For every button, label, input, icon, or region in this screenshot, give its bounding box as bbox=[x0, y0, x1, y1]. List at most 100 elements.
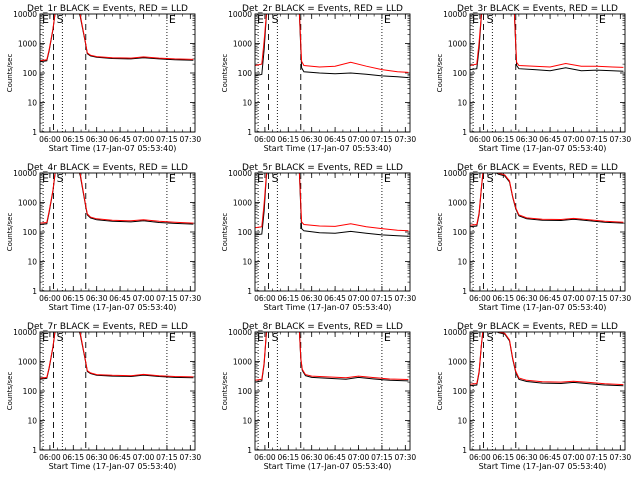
x-tick-label: 06:45 bbox=[109, 135, 131, 144]
x-tick-label: 06:30 bbox=[301, 294, 323, 303]
x-tick-label: 06:45 bbox=[324, 453, 346, 462]
y-tick-label: 1000 bbox=[18, 40, 37, 49]
x-axis-label: Start Time (17-Jan-07 05:53:40) bbox=[479, 303, 607, 312]
x-tick-label: 06:00 bbox=[254, 135, 276, 144]
x-axis-label: Start Time (17-Jan-07 05:53:40) bbox=[49, 144, 177, 153]
plot-frame bbox=[39, 13, 196, 133]
marker-label-e: E bbox=[257, 172, 264, 185]
x-tick-label: 07:00 bbox=[133, 135, 155, 144]
marker-label-e: E bbox=[257, 13, 264, 26]
y-tick-label: 100 bbox=[453, 69, 468, 78]
panel-2: Det_2r BLACK = Events, RED = LLD 1 10 100 10… bbox=[221, 4, 416, 153]
panel-1: Det_1r BLACK = Events, RED = LLD 1 10 100 10… bbox=[6, 4, 201, 153]
x-tick-label: 06:45 bbox=[539, 294, 561, 303]
panel-title: Det_9r BLACK = Events, RED = LLD bbox=[457, 322, 618, 332]
x-tick-label: 06:15 bbox=[62, 453, 84, 462]
series-group bbox=[40, 173, 194, 225]
x-axis-label: Start Time (17-Jan-07 05:53:40) bbox=[479, 462, 607, 471]
panel-8: Det_8r BLACK = Events, RED = LLD 1 10 100 10… bbox=[221, 322, 416, 471]
x-tick-label: 06:15 bbox=[277, 294, 299, 303]
series-line-lld bbox=[40, 173, 194, 224]
y-tick-label: 10 bbox=[457, 99, 467, 108]
y-tick-label: 100 bbox=[23, 69, 38, 78]
y-tick-label: 10 bbox=[242, 258, 252, 267]
y-tick-label: 1000 bbox=[448, 358, 467, 367]
x-tick-label: 06:45 bbox=[324, 294, 346, 303]
x-tick-label: 07:15 bbox=[586, 135, 608, 144]
x-tick-label: 06:30 bbox=[516, 294, 538, 303]
marker-label-e: E bbox=[257, 331, 264, 344]
marker-label-e: E bbox=[472, 331, 479, 344]
y-tick-label: 10 bbox=[27, 417, 37, 426]
x-axis-label: Start Time (17-Jan-07 05:53:40) bbox=[264, 462, 392, 471]
x-tick-label: 06:30 bbox=[301, 135, 323, 144]
marker-label-e: E bbox=[384, 331, 391, 344]
x-tick-label: 07:00 bbox=[563, 453, 585, 462]
x-tick-label: 06:45 bbox=[109, 453, 131, 462]
x-axis-label: Start Time (17-Jan-07 05:53:40) bbox=[264, 144, 392, 153]
x-tick-label: 06:15 bbox=[492, 135, 514, 144]
y-axis-label: Counts/sec bbox=[221, 213, 229, 252]
y-tick-label: 100 bbox=[453, 387, 468, 396]
y-tick-label: 1000 bbox=[18, 199, 37, 208]
y-tick-label: 1000 bbox=[233, 40, 252, 49]
series-line-lld bbox=[255, 14, 409, 73]
x-tick-label: 06:00 bbox=[39, 453, 61, 462]
series-line-lld bbox=[40, 14, 194, 62]
x-tick-label: 07:15 bbox=[156, 294, 178, 303]
y-tick-label: 1000 bbox=[18, 358, 37, 367]
x-axis-label: Start Time (17-Jan-07 05:53:40) bbox=[49, 462, 177, 471]
series-group bbox=[470, 14, 624, 72]
x-tick-label: 07:15 bbox=[156, 135, 178, 144]
marker-label-e: E bbox=[599, 172, 606, 185]
x-tick-label: 06:00 bbox=[254, 453, 276, 462]
x-tick-label: 07:30 bbox=[180, 453, 202, 462]
plot-frame bbox=[469, 13, 626, 133]
y-tick-label: 100 bbox=[23, 228, 38, 237]
x-tick-label: 07:00 bbox=[348, 294, 370, 303]
y-tick-label: 10000 bbox=[228, 169, 252, 178]
panel-title: Det_5r BLACK = Events, RED = LLD bbox=[242, 163, 403, 173]
x-tick-label: 07:30 bbox=[395, 453, 417, 462]
y-tick-label: 1000 bbox=[233, 358, 252, 367]
y-tick-label: 100 bbox=[23, 387, 38, 396]
x-tick-label: 06:15 bbox=[277, 453, 299, 462]
panel-title: Det_3r BLACK = Events, RED = LLD bbox=[457, 4, 618, 14]
y-tick-label: 1 bbox=[247, 446, 252, 455]
y-tick-label: 10 bbox=[242, 99, 252, 108]
y-axis-label: Counts/sec bbox=[6, 213, 14, 252]
marker-label-s: S bbox=[57, 172, 64, 185]
plot-frame bbox=[254, 13, 411, 133]
series-line-lld bbox=[255, 332, 409, 381]
y-tick-label: 100 bbox=[238, 387, 253, 396]
series-group bbox=[255, 14, 409, 79]
y-axis-label: Counts/sec bbox=[221, 372, 229, 411]
y-tick-label: 10 bbox=[457, 258, 467, 267]
x-tick-label: 07:15 bbox=[371, 135, 393, 144]
x-axis-label: Start Time (17-Jan-07 05:53:40) bbox=[49, 303, 177, 312]
y-tick-label: 1000 bbox=[233, 199, 252, 208]
plot-frame bbox=[39, 172, 196, 292]
x-tick-label: 06:30 bbox=[516, 453, 538, 462]
x-tick-label: 07:00 bbox=[348, 135, 370, 144]
y-tick-label: 100 bbox=[238, 228, 253, 237]
series-line-lld bbox=[470, 173, 624, 226]
marker-label-e: E bbox=[169, 172, 176, 185]
panel-6: Det_6r BLACK = Events, RED = LLD 1 10 100 10… bbox=[436, 163, 631, 312]
y-tick-label: 1 bbox=[32, 128, 37, 137]
x-tick-label: 06:00 bbox=[469, 453, 491, 462]
y-tick-label: 1 bbox=[462, 446, 467, 455]
x-tick-label: 07:30 bbox=[395, 294, 417, 303]
x-tick-label: 07:00 bbox=[133, 453, 155, 462]
x-tick-label: 06:45 bbox=[539, 453, 561, 462]
x-tick-label: 07:15 bbox=[586, 453, 608, 462]
y-axis-label: Counts/sec bbox=[6, 372, 14, 411]
y-tick-label: 10 bbox=[457, 417, 467, 426]
marker-label-e: E bbox=[169, 13, 176, 26]
x-tick-label: 07:15 bbox=[156, 453, 178, 462]
marker-label-s: S bbox=[272, 13, 279, 26]
y-tick-label: 1000 bbox=[448, 199, 467, 208]
y-axis-label: Counts/sec bbox=[436, 54, 444, 93]
panel-7: Det_7r BLACK = Events, RED = LLD 1 10 100 10… bbox=[6, 322, 201, 471]
x-tick-label: 07:30 bbox=[610, 135, 632, 144]
